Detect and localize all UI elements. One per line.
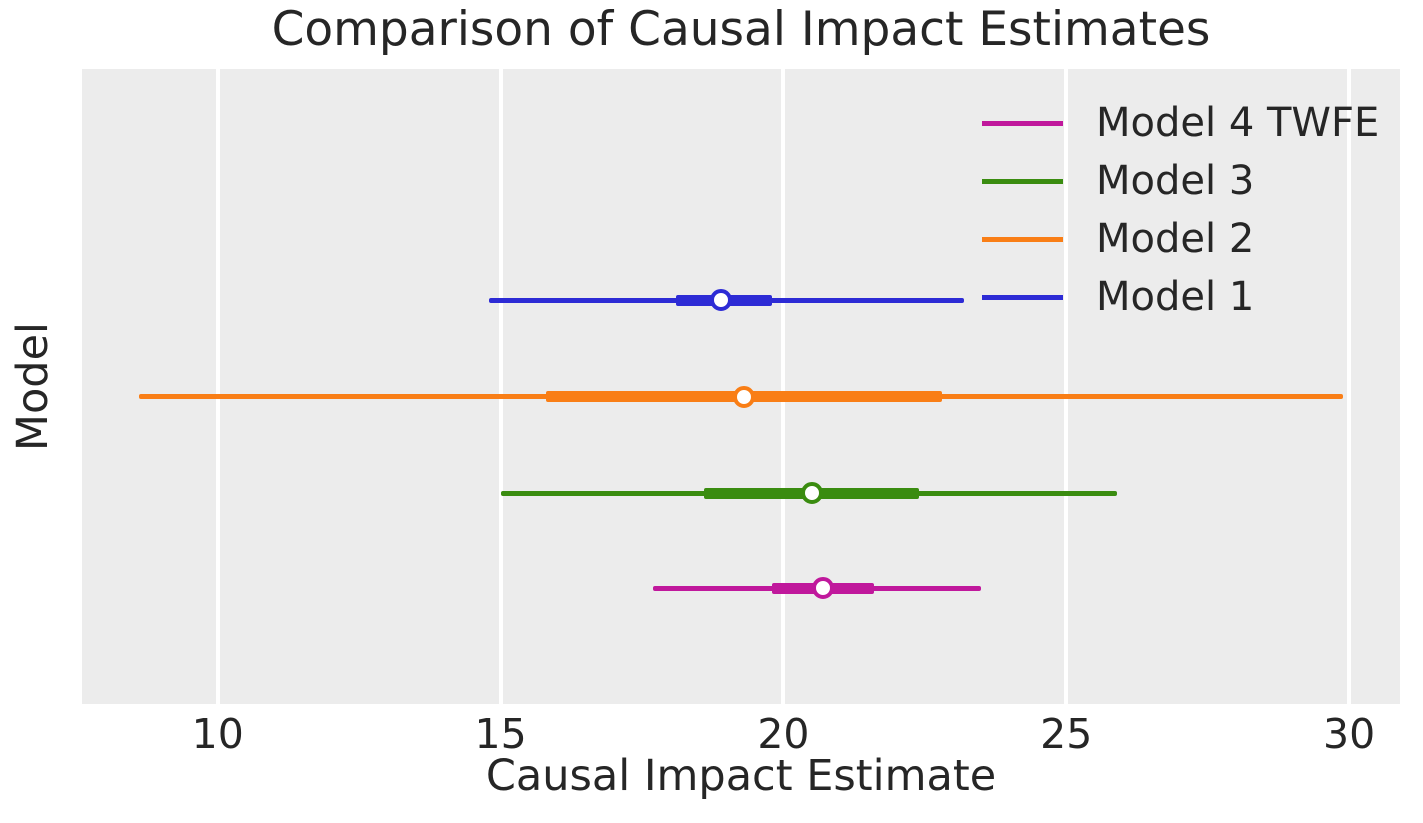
gridline-x-25 (1064, 69, 1069, 704)
legend-label-model-2: Model 2 (1096, 216, 1255, 262)
plot-area (82, 69, 1400, 704)
gridline-x-15 (498, 69, 503, 704)
chart-title: Comparison of Causal Impact Estimates (271, 2, 1211, 57)
point-estimate-marker-model-1 (710, 289, 733, 312)
legend-line-swatch-model-2 (982, 236, 1063, 242)
gridline-x-10 (215, 69, 220, 704)
point-estimate-marker-model-4-twfe (812, 577, 835, 600)
legend-label-model-4-twfe: Model 4 TWFE (1096, 100, 1380, 146)
legend-item-model-2: Model 2 (982, 210, 1379, 268)
legend-line-swatch-model-4-twfe (982, 120, 1063, 126)
y-axis-label: Model (8, 321, 58, 452)
gridline-x-20 (781, 69, 786, 704)
legend-line-swatch-model-3 (982, 178, 1063, 184)
legend-label-model-3: Model 3 (1096, 158, 1255, 204)
legend-label-model-1: Model 1 (1096, 274, 1255, 320)
x-tick-label-10: 10 (191, 710, 244, 758)
point-estimate-marker-model-3 (800, 482, 823, 505)
x-tick-label-30: 30 (1322, 710, 1376, 758)
x-axis-label: Causal Impact Estimate (485, 751, 997, 801)
point-estimate-marker-model-2 (732, 385, 755, 408)
x-tick-label-20: 20 (757, 710, 810, 758)
legend-item-model-4-twfe: Model 4 TWFE (982, 94, 1379, 152)
y-axis-label-container: Model (2, 69, 64, 704)
legend-item-model-1: Model 1 (982, 268, 1379, 326)
x-tick-label-25: 25 (1040, 710, 1093, 758)
x-tick-label-15: 15 (474, 710, 527, 758)
gridline-x-30 (1347, 69, 1352, 704)
legend-item-model-3: Model 3 (982, 152, 1379, 210)
legend-line-swatch-model-1 (982, 294, 1063, 300)
legend: Model 4 TWFE Model 3 Model 2 Model 1 (982, 94, 1379, 326)
